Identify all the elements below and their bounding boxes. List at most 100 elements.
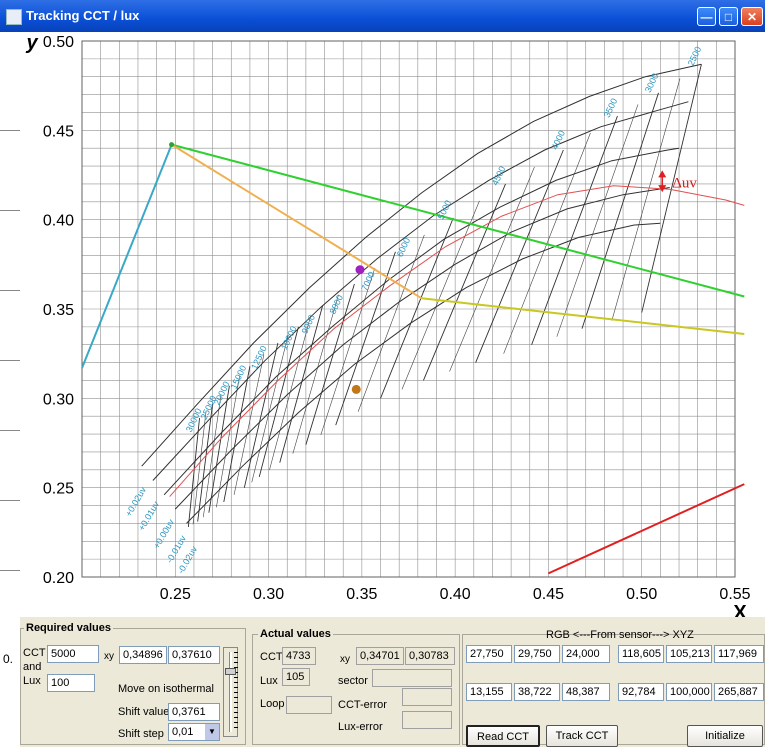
required-x-input[interactable]: 0,34896 <box>119 646 167 664</box>
planckian-locus <box>169 185 745 497</box>
b-value[interactable]: 24,000 <box>562 645 610 663</box>
cct-isotherm-line <box>320 267 376 436</box>
r-value[interactable]: 27,750 <box>466 645 512 663</box>
cct-error-value <box>402 688 452 706</box>
y-axis-label: y <box>25 32 38 54</box>
r-value-2[interactable]: 13,155 <box>466 683 512 701</box>
vertex-marker <box>169 142 175 148</box>
actual-xy-label: xy <box>340 654 350 665</box>
cct-isotherm-line <box>216 375 240 508</box>
x-tick-label: 0.50 <box>626 586 657 603</box>
shift-value-label: Shift value <box>118 706 170 718</box>
background-cutoff-text: 0. <box>3 652 14 666</box>
y-tick-label: 0.30 <box>43 391 74 408</box>
plot-frame <box>81 40 736 578</box>
x-tick-label: 0.55 <box>719 586 750 603</box>
cct-isotherm-line <box>335 251 396 426</box>
required-values-group <box>20 628 246 745</box>
maximize-icon: □ <box>724 10 733 24</box>
track-cct-button[interactable]: Track CCT <box>546 725 618 747</box>
required-lux-input[interactable]: 100 <box>47 674 95 692</box>
sector-value <box>372 669 452 687</box>
close-icon: ✕ <box>746 10 758 24</box>
required-cct-input[interactable]: 5000 <box>47 645 99 663</box>
shift-value-input[interactable]: 0,3761 <box>168 703 220 721</box>
background-window-strip: 0. <box>0 32 21 747</box>
lux-error-value <box>402 711 452 729</box>
chart-background <box>20 32 765 617</box>
actual-x-value: 0,34701 <box>356 647 404 665</box>
cct-isotherm-line <box>233 354 265 495</box>
slider-thumb[interactable] <box>225 668 236 675</box>
cct-isotherm-line <box>197 403 214 522</box>
x-tick-label: 0.30 <box>253 586 284 603</box>
required-y-input[interactable]: 0,37610 <box>168 646 220 664</box>
g-value[interactable]: 29,750 <box>514 645 560 663</box>
cct-isotherm-line <box>202 394 222 518</box>
maximize-button[interactable]: □ <box>719 7 738 26</box>
read-cct-button[interactable]: Read CCT <box>466 725 540 747</box>
x-tick-label: 0.40 <box>440 586 471 603</box>
shift-step-select[interactable]: 0,01 ▼ <box>168 723 220 741</box>
actual-values-title: Actual values <box>258 628 333 640</box>
x-value[interactable]: 118,605 <box>618 645 664 663</box>
title-bar: Tracking CCT / lux — □ ✕ <box>0 0 765 32</box>
cct-isotherm-line <box>251 334 289 483</box>
actual-cct-label: CCT <box>260 651 283 663</box>
y-value-2[interactable]: 100,000 <box>666 683 712 701</box>
duv-curve <box>174 187 670 510</box>
isothermal-slider[interactable] <box>223 647 238 737</box>
cct-isotherm-line <box>357 234 425 412</box>
y-tick-label: 0.35 <box>43 302 74 319</box>
y-tick-label: 0.20 <box>43 570 74 587</box>
cct-isotherm-line <box>401 200 480 390</box>
delta-uv-label: Δuv <box>672 176 697 192</box>
app-icon <box>6 9 22 25</box>
cct-error-label: CCT-error <box>338 699 387 711</box>
required-cct-label: CCT <box>23 647 46 659</box>
delta-uv-arrowhead <box>658 185 667 193</box>
window-title: Tracking CCT / lux <box>26 8 140 23</box>
control-panel: Required values CCT 5000 and Lux 100 xy … <box>20 617 765 747</box>
cct-isotherm-line <box>449 166 535 372</box>
minimize-button[interactable]: — <box>697 7 716 26</box>
y-value[interactable]: 105,213 <box>666 645 712 663</box>
chevron-down-icon[interactable]: ▼ <box>205 724 219 740</box>
loop-label: Loop <box>260 698 285 710</box>
close-button[interactable]: ✕ <box>741 7 763 26</box>
guide-line <box>547 483 745 575</box>
y-tick-label: 0.50 <box>43 34 74 51</box>
initialize-button[interactable]: Initialize <box>687 725 763 747</box>
actual-y-value: 0,30783 <box>405 647 455 665</box>
g-value-2[interactable]: 38,722 <box>514 683 560 701</box>
cct-isotherm-line <box>423 183 506 381</box>
cct-isotherm-line <box>243 342 279 488</box>
duv-curve <box>186 222 661 524</box>
actual-lux-label: Lux <box>260 675 278 687</box>
loop-value <box>286 696 332 714</box>
cct-isotherm-line <box>187 417 200 528</box>
x-axis-label: X <box>733 602 747 617</box>
z-value[interactable]: 117,969 <box>714 645 764 663</box>
z-value-2[interactable]: 265,887 <box>714 683 764 701</box>
actual-values-group <box>252 634 460 745</box>
actual-cct-value: 4733 <box>282 647 316 665</box>
lux-error-label: Lux-error <box>338 721 383 733</box>
required-and-label: and <box>23 661 42 673</box>
cct-isotherm-line <box>258 326 299 478</box>
cct-isotherm-line <box>279 305 324 463</box>
x-tick-label: 0.25 <box>160 586 191 603</box>
x-tick-label: 0.35 <box>346 586 377 603</box>
x-tick-label: 0.45 <box>533 586 564 603</box>
sector-label: sector <box>338 675 368 687</box>
cct-isotherm-line <box>292 294 339 454</box>
cct-isotherm-line <box>380 217 454 399</box>
y-tick-label: 0.40 <box>43 213 74 230</box>
y-tick-label: 0.45 <box>43 123 74 140</box>
rgb-xyz-header: RGB <---From sensor---> XYZ <box>546 629 694 641</box>
duv-curve <box>152 101 689 481</box>
cct-isotherm-line <box>208 385 230 513</box>
shift-step-label: Shift step <box>118 728 164 740</box>
b-value-2[interactable]: 48,387 <box>562 683 610 701</box>
x-value-2[interactable]: 92,784 <box>618 683 664 701</box>
